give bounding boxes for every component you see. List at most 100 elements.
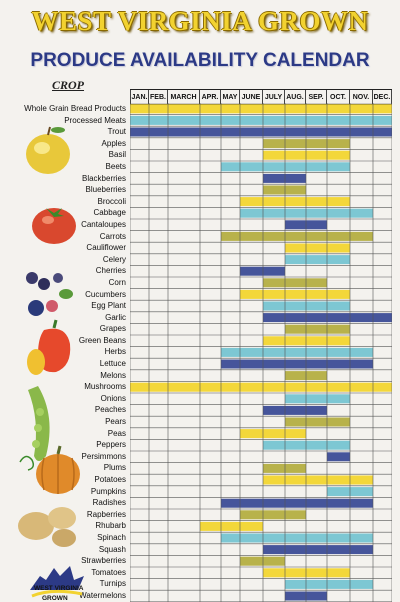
month-header-cell: JUNE [240, 90, 263, 104]
availability-bar [240, 429, 306, 439]
availability-bar [221, 231, 373, 241]
month-header-cell: OCT. [327, 90, 350, 104]
crop-label: Cantaloupes [81, 219, 126, 229]
availability-bar [285, 417, 350, 427]
month-header-cell: DEC. [373, 90, 392, 104]
crop-column-header: CROP [52, 78, 85, 92]
crop-label: Squash [98, 544, 126, 554]
logo-text-bottom: GROWN [42, 595, 68, 602]
month-header-cell: MARCH [168, 90, 200, 104]
crop-label: Pears [105, 417, 126, 427]
availability-bar [263, 278, 327, 288]
availability-bar [263, 568, 350, 578]
month-header-cell: JAN. [130, 90, 149, 104]
availability-grid [130, 103, 392, 602]
availability-bar [221, 498, 373, 508]
availability-bar [285, 243, 350, 253]
availability-bar [221, 359, 373, 369]
crop-label: Cherries [95, 266, 126, 276]
availability-bar [263, 405, 327, 415]
crop-label: Carrots [99, 231, 126, 241]
crop-label: Garlic [105, 312, 126, 322]
availability-bar [263, 185, 306, 195]
peas-icon [28, 386, 50, 461]
crop-label: Pumpkins [90, 486, 126, 496]
month-header-cell: JULY [263, 90, 285, 104]
crop-label: Beets [105, 161, 126, 171]
month-header-cell: MAY [221, 90, 240, 104]
availability-bar [285, 394, 350, 404]
availability-bar [240, 197, 350, 207]
crop-label: Potatoes [94, 475, 126, 484]
availability-bar [240, 266, 285, 276]
crop-label: Herbs [104, 347, 126, 357]
crop-label: Basil [108, 150, 126, 160]
month-header-cell: AUG. [285, 90, 306, 104]
crop-label: Rhubarb [95, 521, 126, 531]
crop-label: Spinach [97, 532, 126, 542]
crop-label: Watermelons [79, 590, 126, 600]
apple-icon [26, 126, 70, 174]
crop-label: Turnips [99, 579, 126, 589]
crop-label: Strawberries [81, 556, 126, 566]
crop-label: Mushrooms [84, 382, 126, 392]
crop-label: Tomatoes [91, 567, 126, 577]
pumpkin-icon [19, 445, 80, 494]
availability-bar [263, 475, 373, 485]
availability-bar [240, 289, 350, 299]
crop-label: Peas [107, 428, 126, 438]
crop-label: Green Beans [78, 335, 126, 345]
crop-label: Radishes [92, 498, 126, 508]
availability-bar [285, 324, 350, 334]
potato-icon [18, 507, 76, 547]
availability-bar [263, 173, 306, 183]
availability-bar [263, 336, 350, 346]
availability-bar [263, 150, 350, 160]
crop-label: Onions [100, 393, 126, 403]
produce-illustrations [18, 126, 80, 547]
crop-label: Grapes [99, 324, 126, 334]
availability-bar [130, 104, 392, 114]
availability-bar [221, 347, 373, 357]
availability-bar [130, 382, 392, 392]
availability-bar [130, 115, 392, 125]
crop-label: Processed Meats [64, 115, 126, 125]
availability-bar [221, 533, 373, 543]
crop-label: Lettuce [99, 359, 126, 369]
crop-label: Cauliflower [86, 243, 126, 253]
availability-bar [263, 313, 392, 323]
month-header-cell: SEP. [306, 90, 327, 104]
crop-label: Cucumbers [85, 289, 126, 299]
crop-label: Blueberries [85, 185, 126, 195]
availability-bar [130, 127, 392, 137]
berries-icon [26, 272, 73, 316]
availability-bar [263, 463, 306, 473]
month-header-cell: NOV. [350, 90, 373, 104]
crop-label-column: Whole Grain Bread Products Processed Meat… [0, 103, 128, 602]
availability-bar [240, 556, 285, 566]
calendar-title: WEST VIRGINIA GROWN [31, 6, 369, 36]
availability-bar [285, 255, 350, 265]
availability-bar [263, 301, 350, 311]
crop-label: Egg Plant [91, 301, 126, 311]
month-header-cell: APR. [200, 90, 221, 104]
availability-bar [240, 208, 373, 218]
crop-label: Broccoli [97, 196, 126, 206]
crop-label: Persimmons [81, 451, 126, 461]
crop-label: Melons [100, 370, 126, 380]
crop-label: Celery [102, 254, 126, 264]
logo-text-top: WEST VIRGINIA [34, 585, 84, 592]
availability-bar [240, 510, 306, 520]
pepper-icon [27, 319, 71, 375]
availability-bar [327, 452, 350, 462]
crop-label: Cabbage [93, 208, 126, 218]
availability-bar [263, 440, 350, 450]
crop-label: Apples [101, 138, 126, 148]
availability-bar [285, 579, 373, 589]
availability-bar [263, 139, 350, 149]
calendar-subtitle: PRODUCE AVAILABILITY CALENDAR [30, 50, 370, 71]
availability-bar [263, 545, 373, 555]
crop-label: Plums [103, 463, 126, 473]
crop-label: Corn [108, 277, 126, 287]
availability-bar [200, 521, 263, 531]
